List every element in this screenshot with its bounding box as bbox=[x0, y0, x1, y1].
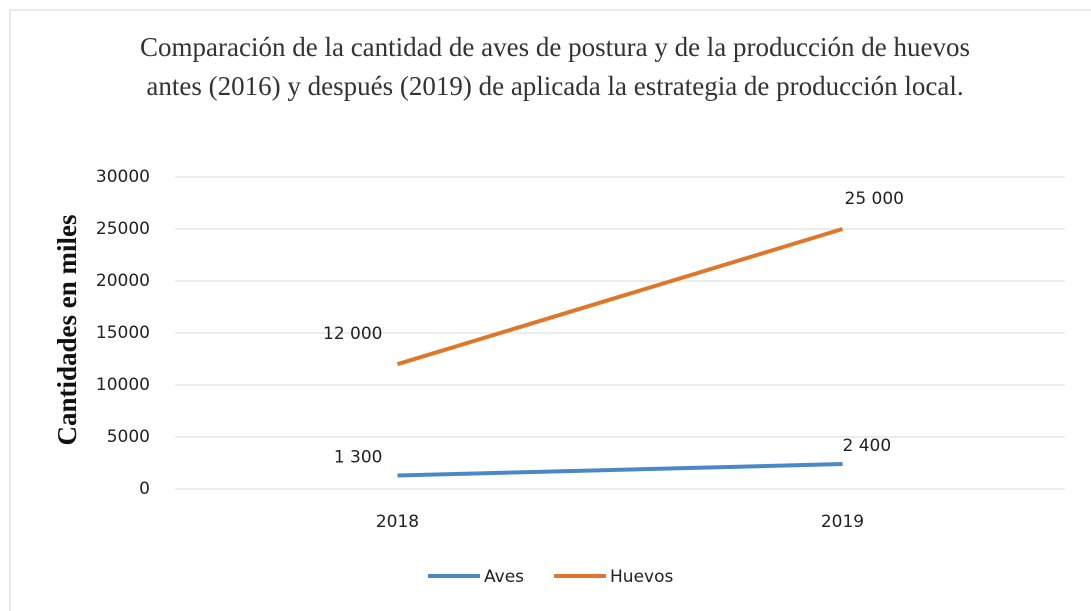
frame bbox=[9, 9, 1091, 611]
data-label: 25 000 bbox=[845, 189, 904, 209]
x-tick-label: 2018 bbox=[376, 512, 419, 532]
y-tick-label: 5000 bbox=[107, 427, 150, 447]
y-tick-label: 25000 bbox=[96, 219, 150, 239]
legend-label: Aves bbox=[484, 567, 524, 587]
y-axis-label: Cantidades en miles bbox=[52, 214, 82, 445]
chart-title: Comparación de la cantidad de aves de po… bbox=[140, 32, 970, 101]
y-tick-label: 20000 bbox=[96, 271, 150, 291]
y-tick-label: 15000 bbox=[96, 323, 150, 343]
line-series bbox=[397, 462, 843, 478]
data-label: 12 000 bbox=[323, 324, 382, 344]
y-tick-label: 0 bbox=[139, 479, 150, 499]
x-tick-label: 2019 bbox=[821, 512, 864, 532]
y-tick-label: 10000 bbox=[96, 375, 150, 395]
line-series bbox=[396, 227, 844, 367]
data-label: 2 400 bbox=[843, 436, 892, 456]
y-tick-label: 30000 bbox=[96, 167, 150, 187]
legend-label: Huevos bbox=[610, 567, 673, 587]
data-label: 1 300 bbox=[334, 447, 383, 467]
